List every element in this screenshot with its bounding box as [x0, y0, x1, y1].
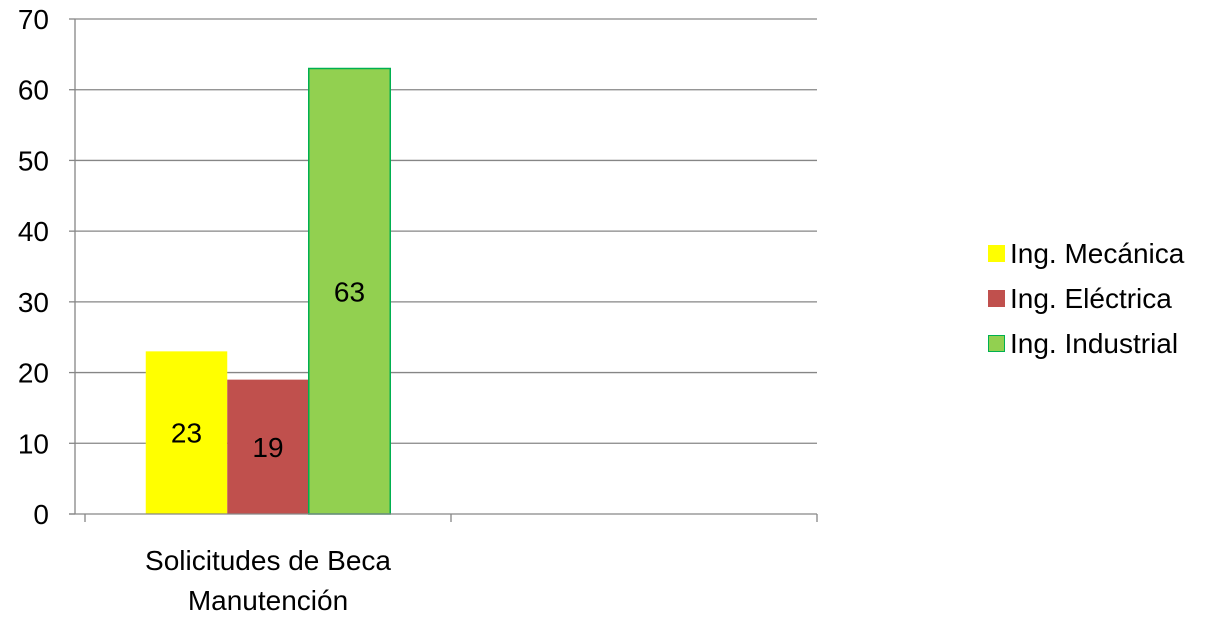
y-tick-label: 70: [18, 4, 49, 35]
bar-2: [227, 379, 309, 514]
data-labels: 23 19 63: [171, 276, 365, 463]
legend-swatch: [988, 245, 1005, 262]
legend-label: Ing. Industrial: [1010, 327, 1179, 359]
y-tick-label: 40: [18, 216, 49, 247]
legend-item: Ing. Mecánica: [988, 236, 1184, 271]
legend-label: Ing. Mecánica: [1010, 237, 1185, 269]
x-axis-category-labels: Solicitudes de Beca Manutención: [145, 545, 391, 616]
bar-data-label: 63: [334, 276, 365, 307]
legend: Ing. Mecánica Ing. Eléctrica Ing. Industri…: [988, 236, 1184, 371]
bar-data-label: 19: [252, 432, 283, 463]
y-axis-tick-labels: 0 10 20 30 40 50 60 70: [18, 4, 49, 530]
legend-item: Ing. Industrial: [988, 326, 1184, 361]
bar-1: [145, 351, 228, 514]
legend-swatch: [988, 290, 1005, 307]
x-category-label: Solicitudes de Beca: [145, 545, 391, 576]
y-tick-label: 30: [18, 287, 49, 318]
y-tick-label: 60: [18, 75, 49, 106]
y-tick-label: 50: [18, 145, 49, 176]
bars: [145, 67, 391, 515]
bar-data-label: 23: [171, 418, 202, 449]
bar-3: [308, 67, 391, 515]
x-axis: [69, 513, 818, 522]
legend-label: Ing. Eléctrica: [1010, 282, 1172, 314]
y-tick-label: 0: [33, 499, 49, 530]
x-category-label: Manutención: [188, 585, 348, 616]
legend-swatch: [988, 335, 1005, 352]
legend-item: Ing. Eléctrica: [988, 281, 1184, 316]
y-tick-label: 10: [18, 428, 49, 459]
y-tick-label: 20: [18, 358, 49, 389]
